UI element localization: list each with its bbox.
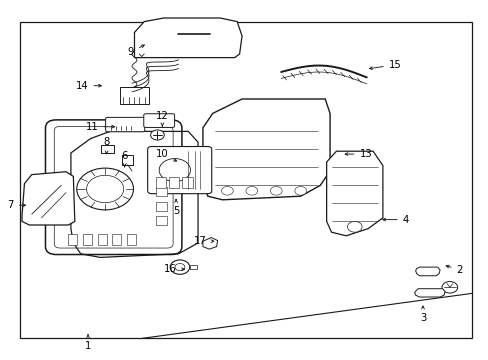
FancyBboxPatch shape (143, 114, 174, 127)
Circle shape (159, 159, 190, 182)
Text: 17: 17 (194, 236, 213, 246)
Text: 9: 9 (127, 45, 144, 57)
Bar (189, 265, 197, 269)
FancyBboxPatch shape (45, 120, 182, 255)
Bar (182, 177, 192, 188)
Text: 12: 12 (156, 111, 168, 126)
Circle shape (294, 186, 306, 195)
Bar (101, 145, 114, 153)
Text: 3: 3 (419, 306, 425, 323)
Bar (83, 234, 92, 245)
Circle shape (170, 260, 189, 274)
Circle shape (347, 221, 361, 232)
Text: 15: 15 (369, 60, 401, 70)
Bar (127, 234, 136, 245)
Bar (155, 177, 166, 188)
Circle shape (441, 282, 457, 293)
Text: 1: 1 (84, 335, 91, 351)
FancyBboxPatch shape (147, 147, 211, 194)
Text: 4: 4 (382, 215, 408, 225)
Polygon shape (415, 267, 439, 276)
Bar (168, 177, 179, 188)
Circle shape (245, 186, 257, 195)
Circle shape (77, 168, 133, 210)
Circle shape (221, 186, 233, 195)
Circle shape (86, 175, 123, 203)
Text: 11: 11 (85, 122, 114, 132)
Bar (156, 187, 167, 196)
Circle shape (150, 130, 164, 140)
Polygon shape (414, 289, 444, 297)
Bar (156, 216, 167, 225)
Bar (20, 22, 471, 338)
Bar (98, 234, 106, 245)
Polygon shape (326, 151, 382, 236)
Bar (120, 87, 149, 104)
Bar (156, 202, 167, 211)
Circle shape (175, 264, 184, 271)
Bar (122, 155, 133, 165)
Text: 2: 2 (445, 265, 462, 275)
Text: 5: 5 (172, 199, 179, 216)
Text: 7: 7 (7, 200, 25, 210)
Text: 13: 13 (345, 149, 371, 159)
Text: 16: 16 (163, 264, 184, 274)
Polygon shape (203, 99, 329, 200)
Polygon shape (203, 238, 217, 249)
Polygon shape (134, 18, 242, 58)
Circle shape (270, 186, 282, 195)
Text: 10: 10 (156, 149, 176, 161)
Bar (68, 234, 77, 245)
Text: 8: 8 (103, 137, 109, 154)
FancyBboxPatch shape (105, 117, 144, 132)
Text: 14: 14 (76, 81, 101, 91)
Text: 6: 6 (121, 151, 128, 167)
Polygon shape (22, 172, 75, 225)
Bar (112, 234, 121, 245)
